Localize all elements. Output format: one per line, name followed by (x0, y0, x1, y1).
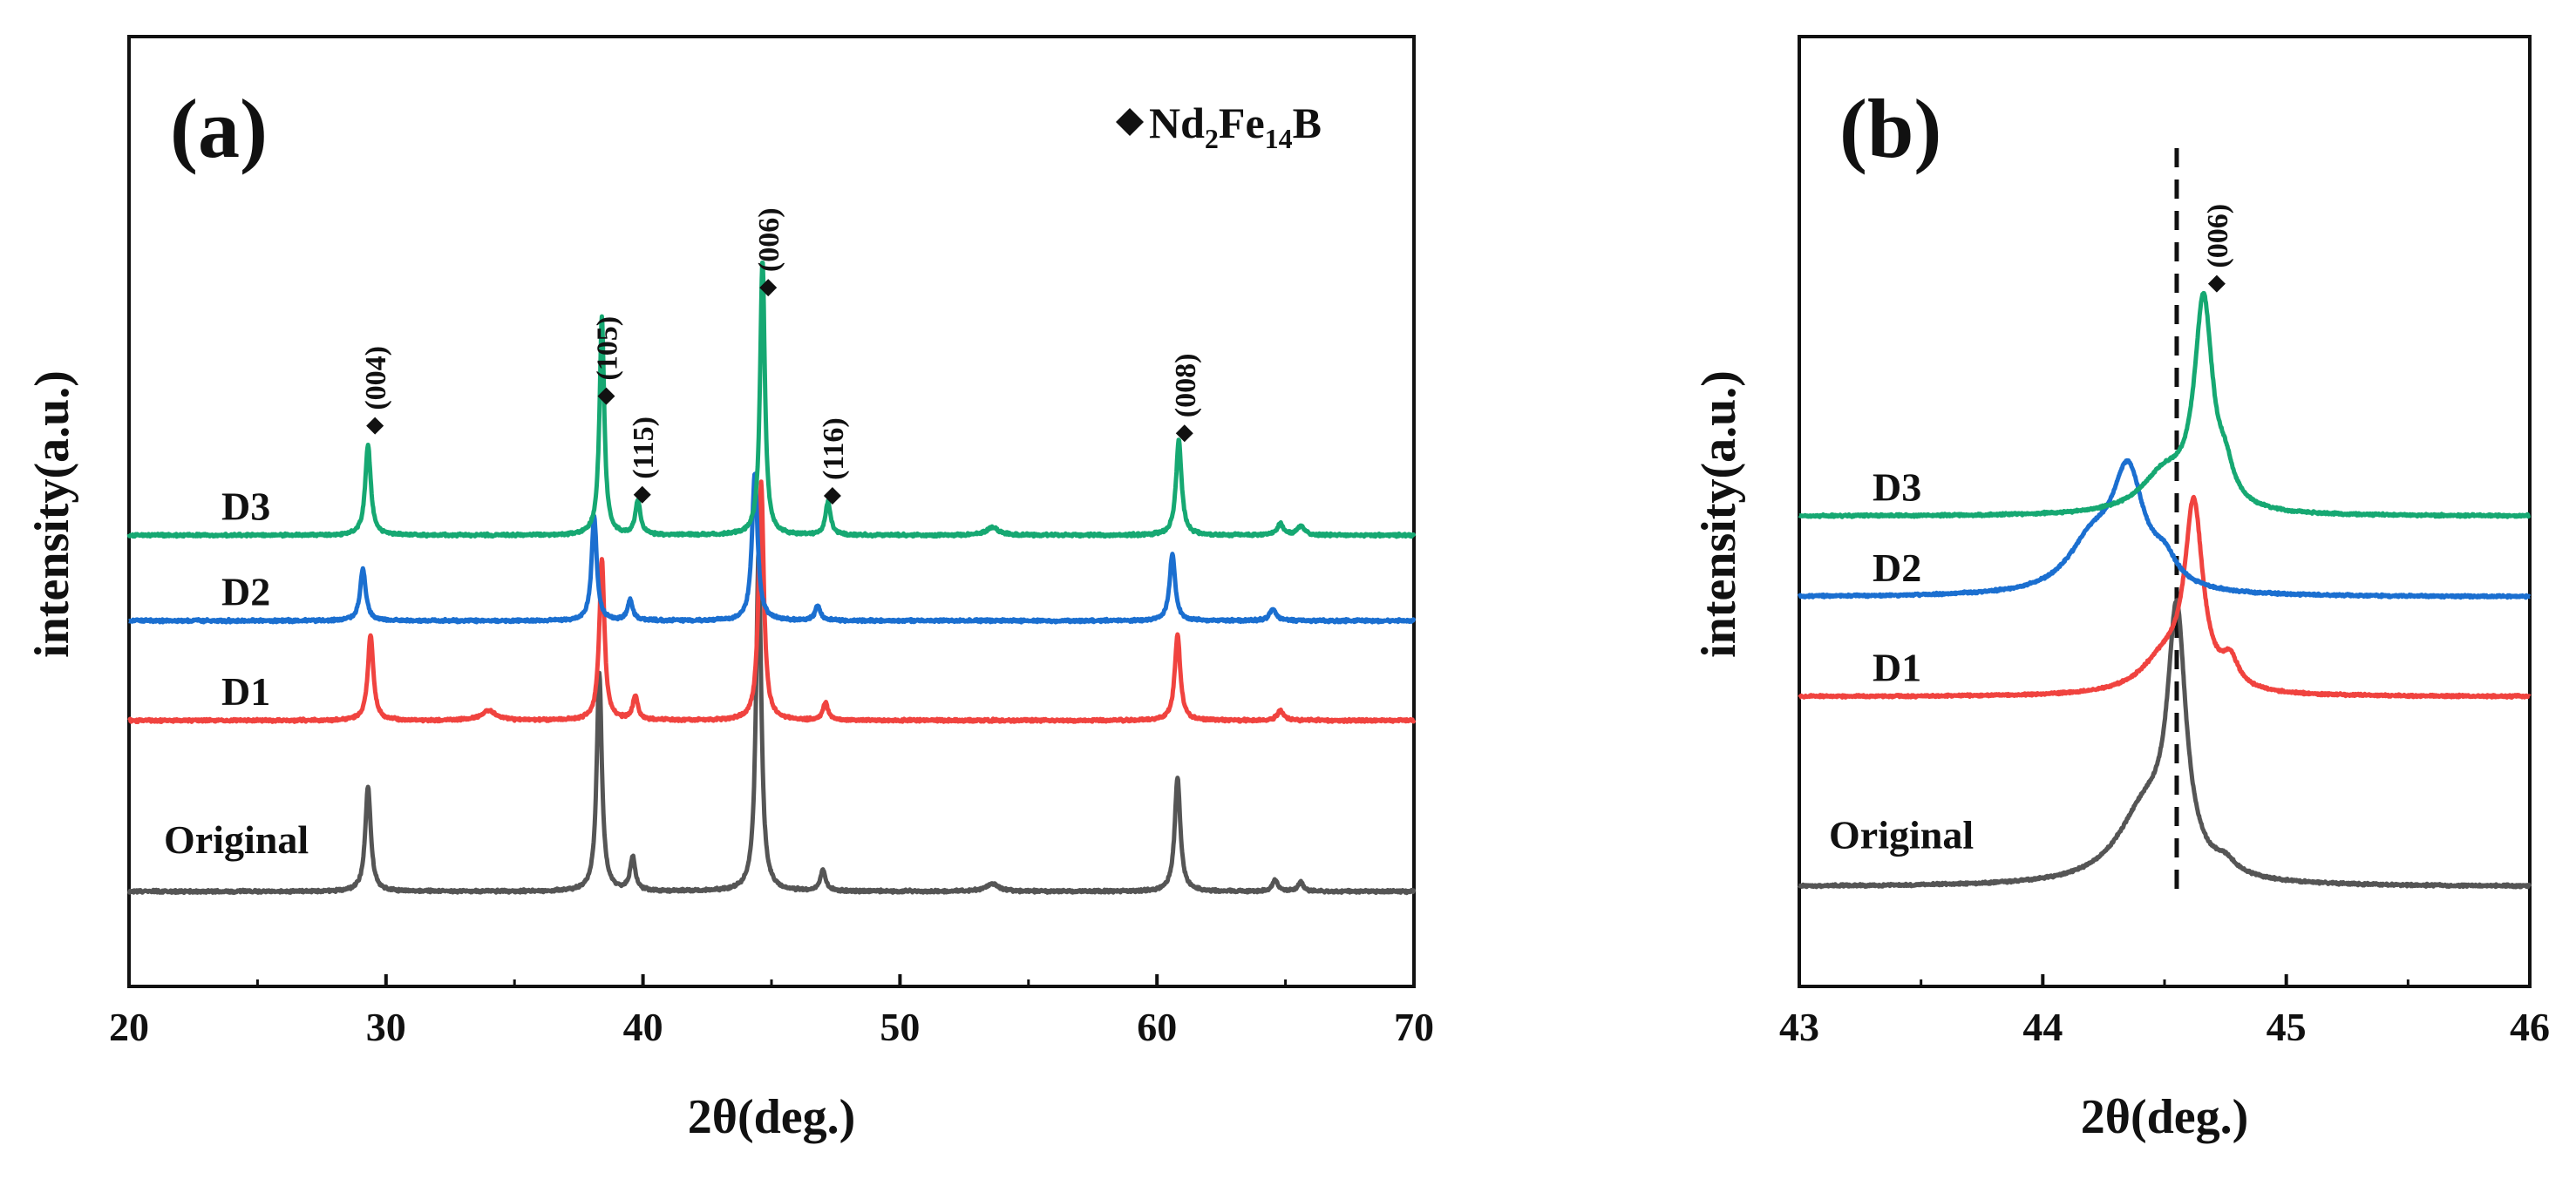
x-tick-label: 20 (109, 1005, 149, 1049)
series-line-d3 (1798, 290, 2532, 519)
peak-label: (006) (753, 207, 785, 272)
series-line-d2 (1797, 457, 2532, 600)
series-line-original (1797, 598, 2532, 890)
x-tick-label: 60 (1137, 1005, 1177, 1049)
series-label-d1: D1 (221, 669, 270, 714)
x-axis-title-b: 2θ(deg.) (2081, 1090, 2249, 1144)
x-tick-label: 70 (1394, 1005, 1434, 1049)
series-label-d3: D3 (221, 484, 270, 528)
peak-marker-diamond-icon (2207, 274, 2226, 293)
panel-label-b: (b) (1839, 82, 1941, 175)
series-line-d1 (127, 479, 1417, 725)
peak-marker-diamond-icon (597, 387, 615, 405)
peak-label: (006) (2202, 204, 2234, 268)
x-tick-label: 46 (2510, 1005, 2550, 1049)
peak-label: (004) (360, 346, 392, 410)
legend-diamond-icon (1116, 108, 1144, 136)
x-tick-label: 30 (366, 1005, 406, 1049)
peak-marker-diamond-icon (633, 485, 651, 504)
series-label-original: Original (164, 817, 309, 862)
panel-b: (b) 2θ(deg.) intensity(a.u.) 43 44 45 46 Or… (1692, 35, 2550, 1144)
series-label-d2: D2 (1873, 545, 1921, 590)
legend-text: Nd2Fe14B (1149, 98, 1322, 154)
x-tick-label: 45 (2267, 1005, 2307, 1049)
series-label-d2: D2 (221, 569, 270, 613)
series-line-original (126, 546, 1417, 896)
peak-marker-diamond-icon (823, 487, 841, 505)
x-tick-label: 50 (880, 1005, 920, 1049)
peak-marker-diamond-icon (759, 279, 778, 297)
y-axis-title-a: intensity(a.u.) (25, 370, 79, 658)
legend: Nd2Fe14B (1116, 98, 1322, 154)
series-label-d3: D3 (1873, 464, 1921, 509)
x-tick-label: 43 (1779, 1005, 1819, 1049)
peak-marker-diamond-icon (366, 417, 384, 435)
series-line-d1 (1798, 494, 2532, 700)
series-label-original: Original (1829, 813, 1974, 857)
series-line-d2 (127, 471, 1417, 625)
panel-label-a: (a) (170, 82, 268, 175)
x-tick-label: 40 (623, 1005, 663, 1049)
peak-label: (115) (628, 417, 660, 479)
peak-label: (008) (1170, 354, 1202, 418)
peak-label: (116) (818, 417, 850, 480)
x-tick-label: 44 (2022, 1005, 2063, 1049)
panel-a: (a) 2θ(deg.) intensity(a.u.) Nd2Fe14B 20… (25, 35, 1434, 1144)
series-label-d1: D1 (1873, 646, 1921, 690)
peak-label: (105) (591, 316, 623, 381)
series-line-d3 (126, 261, 1417, 539)
peak-marker-diamond-icon (1175, 424, 1193, 443)
x-axis-title-a: 2θ(deg.) (688, 1090, 856, 1144)
y-axis-title-b: intensity(a.u.) (1692, 370, 1746, 658)
